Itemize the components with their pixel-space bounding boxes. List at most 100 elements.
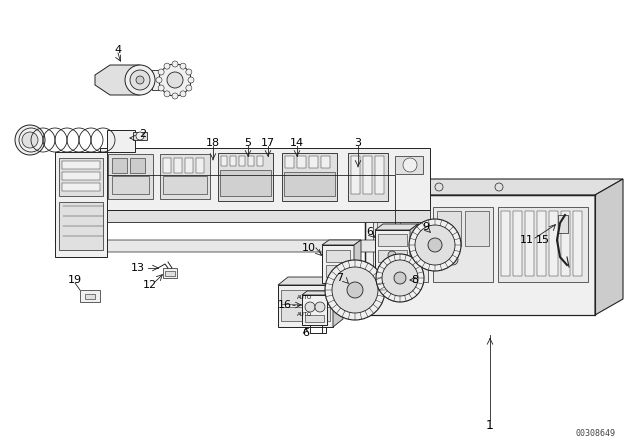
Polygon shape — [595, 179, 623, 315]
Circle shape — [347, 282, 363, 298]
Bar — [112, 176, 149, 194]
Bar — [230, 156, 236, 166]
Circle shape — [180, 91, 186, 97]
Bar — [284, 172, 335, 196]
Polygon shape — [354, 240, 361, 283]
Circle shape — [164, 63, 170, 69]
Polygon shape — [365, 195, 595, 315]
Bar — [174, 158, 182, 173]
Polygon shape — [302, 295, 327, 325]
Circle shape — [409, 219, 461, 271]
Bar — [62, 183, 100, 191]
Bar — [281, 290, 330, 304]
Circle shape — [394, 272, 406, 284]
Circle shape — [186, 69, 192, 75]
Circle shape — [305, 302, 315, 312]
Bar — [513, 211, 522, 276]
Bar — [351, 156, 360, 194]
Bar — [437, 211, 461, 246]
Circle shape — [130, 70, 150, 90]
Bar — [152, 70, 174, 90]
Polygon shape — [278, 277, 343, 285]
Circle shape — [186, 85, 192, 91]
Text: 2: 2 — [140, 129, 147, 139]
Bar — [465, 211, 489, 246]
Bar — [59, 202, 103, 250]
Bar — [108, 154, 153, 199]
Bar — [220, 170, 271, 196]
Bar — [130, 158, 145, 173]
Bar — [248, 156, 254, 166]
Text: 00308649: 00308649 — [575, 429, 615, 438]
Bar — [321, 156, 330, 168]
Bar — [501, 211, 510, 276]
Bar — [218, 153, 273, 201]
Circle shape — [136, 132, 144, 140]
Bar — [378, 250, 407, 262]
Text: AUTO: AUTO — [298, 311, 312, 316]
Bar — [107, 130, 135, 152]
Bar — [561, 211, 570, 276]
Polygon shape — [55, 240, 413, 252]
Text: 16: 16 — [278, 300, 292, 310]
Circle shape — [172, 93, 178, 99]
Text: 17: 17 — [261, 138, 275, 148]
Bar — [163, 176, 207, 194]
Bar — [112, 158, 127, 173]
Bar — [80, 290, 100, 302]
Bar — [326, 265, 350, 277]
Text: 11: 11 — [520, 235, 534, 245]
Circle shape — [376, 254, 424, 302]
Bar — [163, 158, 171, 173]
Text: 4: 4 — [115, 45, 122, 55]
Text: 5: 5 — [244, 138, 252, 148]
Bar — [498, 207, 588, 282]
Polygon shape — [322, 240, 361, 245]
Circle shape — [415, 225, 455, 265]
Bar — [163, 268, 177, 278]
Bar — [525, 211, 534, 276]
Bar — [281, 307, 330, 321]
Bar — [297, 156, 306, 168]
Polygon shape — [100, 210, 430, 222]
Circle shape — [448, 255, 458, 265]
Polygon shape — [55, 152, 107, 257]
Circle shape — [180, 63, 186, 69]
Circle shape — [332, 267, 378, 313]
Circle shape — [428, 238, 442, 252]
Polygon shape — [333, 277, 343, 327]
Text: 14: 14 — [290, 138, 304, 148]
Circle shape — [325, 260, 385, 320]
Polygon shape — [375, 230, 410, 285]
Circle shape — [22, 132, 38, 148]
Text: AUTO: AUTO — [298, 294, 312, 300]
Bar — [549, 211, 558, 276]
Polygon shape — [278, 285, 333, 327]
Circle shape — [159, 64, 191, 96]
Bar — [378, 234, 407, 246]
Bar — [257, 156, 263, 166]
Bar — [573, 211, 582, 276]
Text: 7: 7 — [337, 273, 344, 283]
Bar — [309, 156, 318, 168]
Text: 13: 13 — [131, 263, 145, 273]
Bar — [185, 158, 193, 173]
Bar — [326, 250, 350, 262]
Bar — [59, 158, 103, 196]
Bar — [375, 156, 384, 194]
Polygon shape — [375, 224, 418, 230]
Bar — [196, 158, 204, 173]
Text: 9: 9 — [422, 222, 429, 232]
Bar — [378, 266, 407, 278]
Polygon shape — [322, 245, 354, 283]
Text: 15: 15 — [536, 235, 550, 245]
Circle shape — [388, 251, 396, 259]
Text: 19: 19 — [68, 275, 82, 285]
Bar — [239, 156, 245, 166]
Circle shape — [382, 260, 418, 296]
Bar — [165, 271, 175, 276]
Text: 10: 10 — [302, 243, 316, 253]
Bar — [221, 156, 227, 166]
Circle shape — [15, 125, 45, 155]
Bar — [160, 154, 210, 199]
